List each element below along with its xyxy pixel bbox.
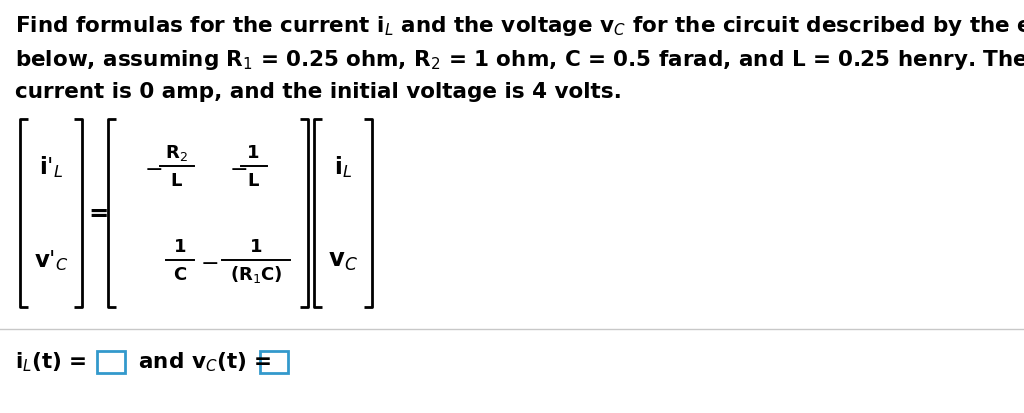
Text: i$_L$(t) =: i$_L$(t) =	[15, 349, 87, 373]
Text: $-$: $-$	[229, 158, 247, 178]
Text: v$'_C$: v$'_C$	[34, 248, 69, 273]
Text: (R$_1$C): (R$_1$C)	[229, 264, 283, 285]
Text: and v$_C$(t) =: and v$_C$(t) =	[131, 349, 271, 373]
FancyBboxPatch shape	[97, 351, 125, 373]
Text: $-$: $-$	[144, 158, 162, 178]
Text: i$_L$: i$_L$	[334, 154, 352, 180]
Text: 1: 1	[250, 237, 262, 255]
Text: C: C	[173, 266, 186, 283]
Text: L: L	[248, 171, 259, 190]
Text: R$_2$: R$_2$	[165, 142, 187, 163]
Text: 1: 1	[247, 144, 259, 161]
Text: current is 0 amp, and the initial voltage is 4 volts.: current is 0 amp, and the initial voltag…	[15, 82, 622, 102]
FancyBboxPatch shape	[260, 351, 288, 373]
Text: v$_C$: v$_C$	[328, 248, 358, 272]
Text: below, assuming R$_1$ = 0.25 ohm, R$_2$ = 1 ohm, C = 0.5 farad, and L = 0.25 hen: below, assuming R$_1$ = 0.25 ohm, R$_2$ …	[15, 48, 1024, 72]
Text: =: =	[88, 202, 109, 225]
Text: 1: 1	[174, 237, 186, 255]
Text: $-$: $-$	[200, 252, 218, 271]
Text: Find formulas for the current i$_L$ and the voltage v$_C$ for the circuit descri: Find formulas for the current i$_L$ and …	[15, 14, 1024, 38]
Text: i$'_L$: i$'_L$	[39, 154, 63, 180]
Text: L: L	[170, 171, 181, 190]
